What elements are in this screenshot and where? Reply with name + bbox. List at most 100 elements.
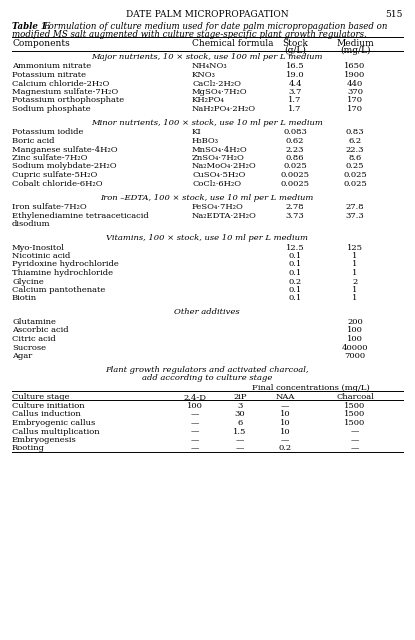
Text: 1500: 1500 (344, 402, 366, 410)
Text: (mg/L): (mg/L) (340, 46, 370, 55)
Text: Major nutrients, 10 × stock, use 100 ml per L medium: Major nutrients, 10 × stock, use 100 ml … (91, 53, 323, 61)
Text: Embryogenic callus: Embryogenic callus (12, 419, 95, 427)
Text: Zinc sulfate-7H₂O: Zinc sulfate-7H₂O (12, 154, 88, 162)
Text: 1.7: 1.7 (288, 97, 302, 104)
Text: Myo-Inositol: Myo-Inositol (12, 243, 65, 252)
Text: DATE PALM MICROPROPAGATION: DATE PALM MICROPROPAGATION (126, 10, 288, 19)
Text: 0.86: 0.86 (286, 154, 304, 162)
Text: CoCl₂·6H₂O: CoCl₂·6H₂O (192, 179, 241, 188)
Text: CuSO₄·5H₂O: CuSO₄·5H₂O (192, 171, 245, 179)
Text: Table 1.: Table 1. (12, 22, 50, 31)
Text: Na₂EDTA·2H₂O: Na₂EDTA·2H₂O (192, 211, 257, 220)
Text: 22.3: 22.3 (346, 145, 364, 154)
Text: 0.83: 0.83 (346, 129, 364, 136)
Text: Cobalt chloride-6H₂O: Cobalt chloride-6H₂O (12, 179, 103, 188)
Text: 0.083: 0.083 (283, 129, 307, 136)
Text: 0.0025: 0.0025 (281, 179, 310, 188)
Text: Potassium nitrate: Potassium nitrate (12, 71, 86, 79)
Text: Culture stage: Culture stage (12, 393, 69, 401)
Text: 1: 1 (352, 260, 358, 269)
Text: —: — (191, 436, 199, 444)
Text: Citric acid: Citric acid (12, 335, 56, 343)
Text: 170: 170 (347, 105, 363, 113)
Text: —: — (236, 436, 244, 444)
Text: 1650: 1650 (344, 63, 366, 70)
Text: 0.025: 0.025 (343, 171, 367, 179)
Text: —: — (191, 428, 199, 435)
Text: —: — (281, 436, 289, 444)
Text: Culture initiation: Culture initiation (12, 402, 85, 410)
Text: Biotin: Biotin (12, 294, 37, 303)
Text: 10: 10 (280, 428, 290, 435)
Text: 37.3: 37.3 (346, 211, 364, 220)
Text: Components: Components (12, 39, 70, 48)
Text: 0.2: 0.2 (278, 445, 292, 452)
Text: 2iP: 2iP (233, 393, 247, 401)
Text: Nicotinic acid: Nicotinic acid (12, 252, 71, 260)
Text: FeSO₄·7H₂O: FeSO₄·7H₂O (192, 203, 244, 211)
Text: 27.8: 27.8 (346, 203, 364, 211)
Text: 16.5: 16.5 (286, 63, 304, 70)
Text: Manganese sulfate-4H₂O: Manganese sulfate-4H₂O (12, 145, 117, 154)
Text: MnSO₄·4H₂O: MnSO₄·4H₂O (192, 145, 248, 154)
Text: Callus multiplication: Callus multiplication (12, 428, 100, 435)
Text: 2,4-D: 2,4-D (183, 393, 207, 401)
Text: add according to culture stage: add according to culture stage (142, 374, 272, 383)
Text: Formulation of culture medium used for date palm micropropagation based on: Formulation of culture medium used for d… (43, 22, 387, 31)
Text: 12.5: 12.5 (286, 243, 304, 252)
Text: NH₄NO₃: NH₄NO₃ (192, 63, 227, 70)
Text: 0.0025: 0.0025 (281, 171, 310, 179)
Text: Iron –EDTA, 100 × stock, use 10 ml per L medium: Iron –EDTA, 100 × stock, use 10 ml per L… (100, 193, 314, 202)
Text: 0.1: 0.1 (288, 294, 302, 303)
Text: 370: 370 (347, 88, 363, 96)
Text: Final concentrations (mg/L): Final concentrations (mg/L) (252, 384, 370, 392)
Text: (g/L): (g/L) (284, 46, 306, 55)
Text: 3.7: 3.7 (288, 88, 302, 96)
Text: KNO₃: KNO₃ (192, 71, 216, 79)
Text: 0.1: 0.1 (288, 260, 302, 269)
Text: 19.0: 19.0 (286, 71, 304, 79)
Text: —: — (281, 402, 289, 410)
Text: 1: 1 (352, 286, 358, 294)
Text: Calcium chloride-2H₂O: Calcium chloride-2H₂O (12, 79, 110, 88)
Text: Other additives: Other additives (174, 308, 240, 317)
Text: modified MS salt augmented with culture stage-specific plant growth regulators.: modified MS salt augmented with culture … (12, 30, 367, 39)
Text: 2.78: 2.78 (286, 203, 304, 211)
Text: Stock: Stock (282, 39, 308, 48)
Text: Ammonium nitrate: Ammonium nitrate (12, 63, 91, 70)
Text: Charcoal: Charcoal (336, 393, 374, 401)
Text: 125: 125 (347, 243, 363, 252)
Text: Sucrose: Sucrose (12, 344, 46, 351)
Text: 10: 10 (280, 419, 290, 427)
Text: 2.23: 2.23 (286, 145, 304, 154)
Text: 0.2: 0.2 (288, 278, 302, 285)
Text: 6: 6 (237, 419, 243, 427)
Text: 40000: 40000 (342, 344, 368, 351)
Text: 1500: 1500 (344, 419, 366, 427)
Text: —: — (191, 410, 199, 419)
Text: NaH₂PO₄·2H₂O: NaH₂PO₄·2H₂O (192, 105, 256, 113)
Text: 0.025: 0.025 (343, 179, 367, 188)
Text: 1: 1 (352, 294, 358, 303)
Text: NAA: NAA (275, 393, 295, 401)
Text: Pyridoxine hydrochloride: Pyridoxine hydrochloride (12, 260, 119, 269)
Text: Rooting: Rooting (12, 445, 45, 452)
Text: —: — (236, 445, 244, 452)
Text: 1.7: 1.7 (288, 105, 302, 113)
Text: Na₂MoO₄·2H₂O: Na₂MoO₄·2H₂O (192, 163, 257, 170)
Text: 8.6: 8.6 (348, 154, 361, 162)
Text: 100: 100 (187, 402, 203, 410)
Text: 1: 1 (352, 252, 358, 260)
Text: KI: KI (192, 129, 202, 136)
Text: KH₂PO₄: KH₂PO₄ (192, 97, 225, 104)
Text: Boric acid: Boric acid (12, 137, 54, 145)
Text: Chemical formula: Chemical formula (192, 39, 273, 48)
Text: Potassium iodide: Potassium iodide (12, 129, 83, 136)
Text: 1900: 1900 (344, 71, 366, 79)
Text: —: — (351, 445, 359, 452)
Text: Magnesium sulfate-7H₂O: Magnesium sulfate-7H₂O (12, 88, 118, 96)
Text: Vitamins, 100 × stock, use 10 ml per L medium: Vitamins, 100 × stock, use 10 ml per L m… (106, 234, 308, 242)
Text: 515: 515 (386, 10, 403, 19)
Text: 6.2: 6.2 (349, 137, 361, 145)
Text: Ethylenediamine tetraaceticacid: Ethylenediamine tetraaceticacid (12, 211, 149, 220)
